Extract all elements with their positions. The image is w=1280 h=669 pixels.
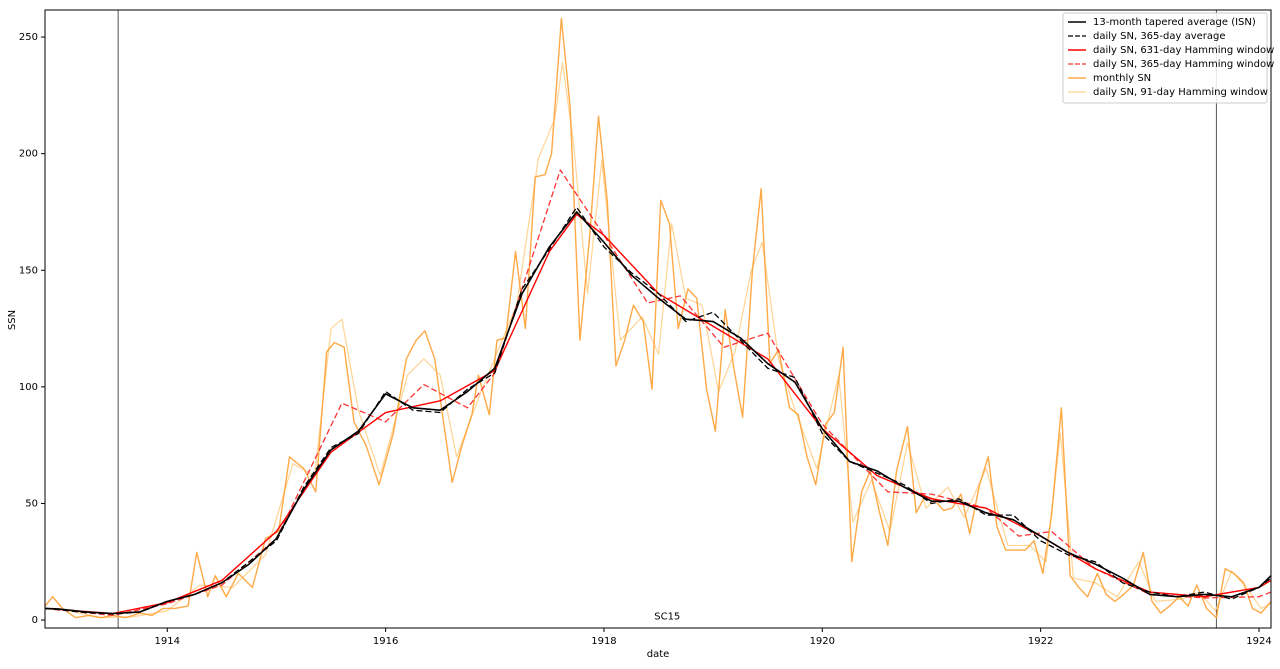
axes-frame xyxy=(44,9,1272,629)
y-tick-label: 150 xyxy=(19,265,38,276)
x-tick-label: 1918 xyxy=(591,636,616,647)
legend-label: daily SN, 365-day average xyxy=(1093,31,1226,42)
series-line xyxy=(45,62,1271,619)
y-axis-label: SSN xyxy=(7,310,18,330)
x-tick-label: 1914 xyxy=(155,636,180,647)
legend: 13-month tapered average (ISN) daily SN, … xyxy=(1062,12,1274,104)
legend-label: daily SN, 631-day Hamming window xyxy=(1093,45,1274,56)
legend-label: monthly SN xyxy=(1093,73,1151,84)
series-line xyxy=(45,169,1271,617)
y-tick-label: 250 xyxy=(19,32,38,43)
annotation: SC15 xyxy=(654,612,680,623)
y-tick-label: 200 xyxy=(19,149,38,160)
x-tick-label: 1920 xyxy=(810,636,835,647)
x-tick-label: 1916 xyxy=(373,636,398,647)
series-line xyxy=(45,17,1271,619)
y-tick-label: 50 xyxy=(25,498,38,509)
y-tick-label: 0 xyxy=(32,615,38,626)
legend-label: 13-month tapered average (ISN) xyxy=(1093,17,1256,28)
legend-label: daily SN, 365-day Hamming window xyxy=(1093,59,1274,70)
legend-box xyxy=(1062,12,1268,104)
plot-area xyxy=(45,10,1271,628)
x-tick-label: 1922 xyxy=(1028,636,1053,647)
legend-label: daily SN, 91-day Hamming window xyxy=(1093,87,1268,98)
x-tick-label: 1924 xyxy=(1246,636,1271,647)
x-axis-label: date xyxy=(647,649,670,660)
series-line xyxy=(45,211,1271,615)
y-tick-label: 100 xyxy=(19,382,38,393)
